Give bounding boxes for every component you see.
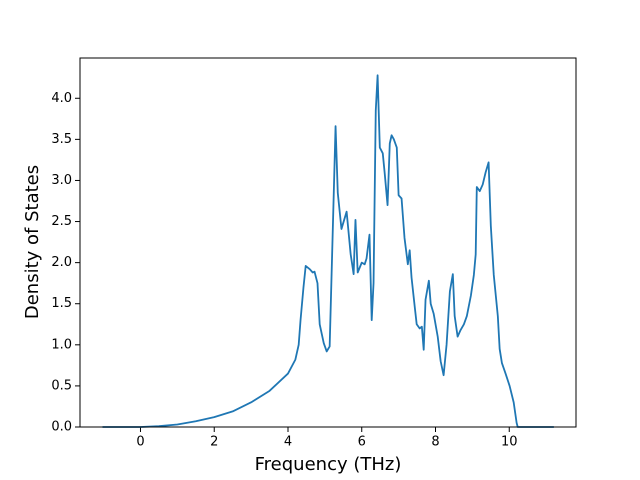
x-tick-label: 0 (136, 435, 144, 450)
y-tick-label: 0.5 (51, 378, 72, 393)
y-tick-label: 3.0 (51, 173, 72, 188)
y-axis-label: Density of States (22, 165, 43, 319)
data-line (102, 74, 554, 428)
x-tick-label: 2 (210, 435, 218, 450)
x-tick-label: 8 (431, 435, 439, 450)
y-tick-label: 2.5 (51, 214, 72, 229)
plot-frame (79, 57, 577, 428)
x-tick-label: 10 (501, 435, 518, 450)
y-tick-label: 1.0 (51, 337, 72, 352)
x-axis-label: Frequency (THz) (255, 454, 402, 475)
x-tick-label: 6 (358, 435, 366, 450)
y-tick-label: 0.0 (51, 420, 72, 435)
y-tick-label: 2.0 (51, 255, 72, 270)
y-tick-label: 1.5 (51, 296, 72, 311)
y-tick-label: 3.5 (51, 132, 72, 147)
x-tick-label: 4 (284, 435, 292, 450)
y-tick-label: 4.0 (51, 91, 72, 106)
